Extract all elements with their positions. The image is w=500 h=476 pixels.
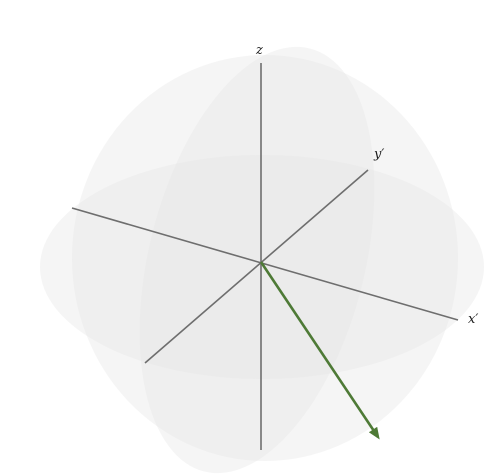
- direction-vector-arrow: [259, 261, 380, 440]
- xy-plane-ellipse: [40, 155, 484, 379]
- yz-plane-ellipse: [139, 46, 375, 474]
- z-axis-label: z: [255, 43, 263, 58]
- x-axis-line: [71, 207, 459, 321]
- x-axis-label: x′: [468, 312, 478, 327]
- y-axis-line: [144, 169, 369, 364]
- y-axis-label: y′: [373, 147, 384, 162]
- xz-plane-ellipse: [72, 55, 458, 461]
